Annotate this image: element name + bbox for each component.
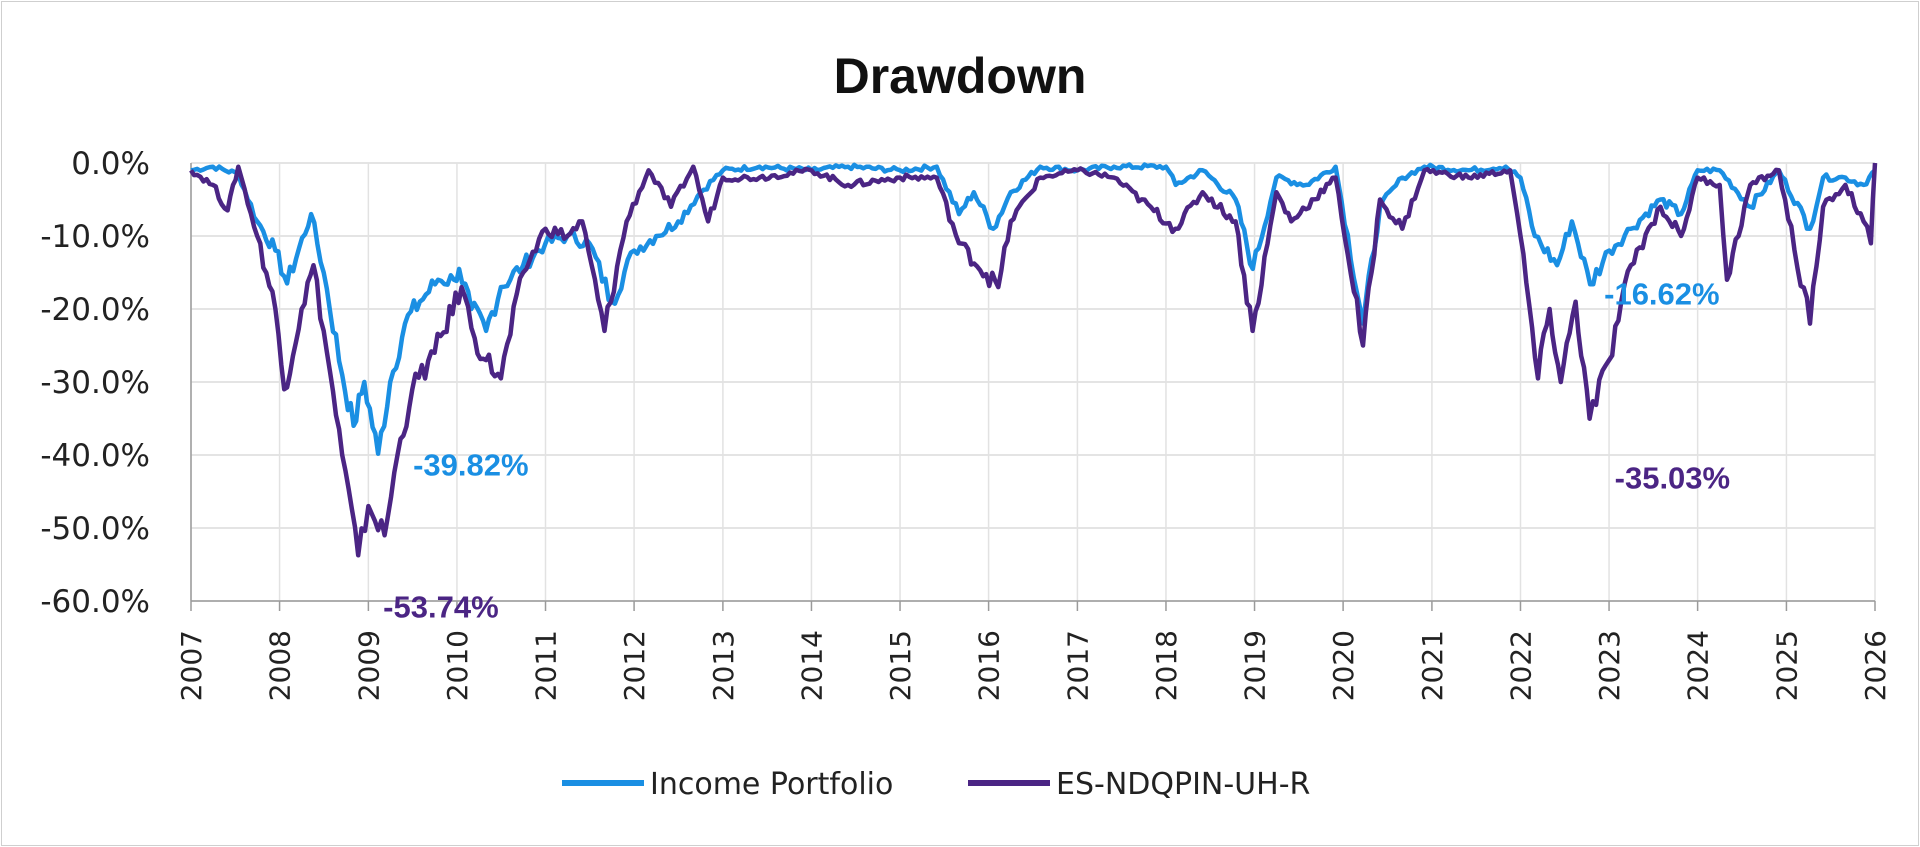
x-tick-label: 2023 [1593,630,1626,701]
x-tick-label: 2026 [1859,630,1892,701]
y-tick-label: -50.0% [40,511,150,547]
x-tick-label: 2011 [530,630,563,701]
y-tick-label: -60.0% [40,584,150,620]
annotation-label: -16.62% [1604,276,1719,311]
legend-label: ES-NDQPIN-UH-R [1056,767,1310,802]
y-tick-label: -20.0% [40,292,150,328]
legend-label: Income Portfolio [650,767,893,802]
x-tick-label: 2014 [795,630,828,701]
x-tick-label: 2024 [1682,630,1715,701]
annotation-label: -53.74% [383,589,498,624]
grid [190,162,1876,602]
x-tick-label: 2017 [1061,630,1094,701]
x-tick-label: 2019 [1239,630,1272,701]
x-tick-label: 2020 [1327,630,1360,701]
x-axis: 2007 2008 2009 2010 2011 2012 2013 2014 2015 2016… [175,163,1892,701]
y-tick-label: -30.0% [40,365,150,401]
series-line-income-portfolio [190,162,1877,456]
x-tick-label: 2010 [441,630,474,701]
x-tick-label: 2008 [264,630,297,701]
chart-title: Drawdown [834,48,1087,104]
x-tick-label: 2015 [884,630,917,701]
x-tick-label: 2016 [973,630,1006,701]
y-tick-label: -10.0% [40,219,150,255]
x-tick-label: 2018 [1150,630,1183,701]
x-tick-label: 2012 [618,630,651,701]
x-tick-label: 2007 [175,630,208,701]
series-line-es-ndqpin-uh-r [189,162,1878,558]
y-tick-label: -40.0% [40,438,150,474]
annotation-label: -35.03% [1615,461,1730,496]
y-tick-label: 0.0% [71,146,150,182]
x-tick-label: 2025 [1770,630,1803,701]
x-tick-label: 2022 [1504,630,1537,701]
annotations: -39.82% -53.74% -16.62% -35.03% [383,276,1730,624]
legend: Income Portfolio ES-NDQPIN-UH-R [562,767,1310,802]
series-lines [189,162,1878,558]
annotation-label: -39.82% [413,448,528,483]
x-tick-label: 2009 [352,630,385,701]
x-tick-label: 2021 [1416,630,1449,701]
x-tick-label: 2013 [707,630,740,701]
y-axis: 0.0% -10.0% -20.0% -30.0% -40.0% -50.0% -60.0% [40,146,150,620]
